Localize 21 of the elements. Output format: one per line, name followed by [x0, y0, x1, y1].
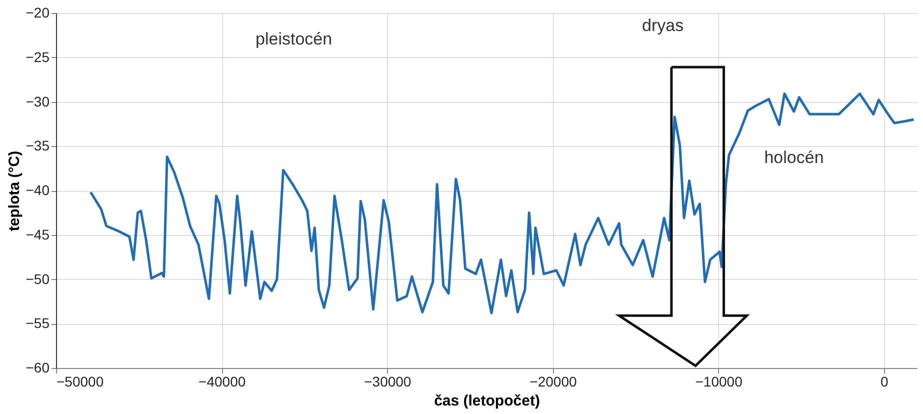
y-tick-label: −55 [26, 315, 50, 332]
x-axis-title: čas (letopočet) [434, 392, 540, 410]
x-tick-label: −50000 [56, 374, 104, 390]
y-tick-label: −30 [26, 93, 50, 110]
y-tick-label: −25 [26, 48, 50, 65]
annotation: holocén [764, 148, 824, 168]
annotation: pleistocén [256, 29, 332, 48]
x-tick-label: 0 [880, 374, 888, 390]
y-axis-title: teplota (°C) [6, 150, 23, 232]
y-tick-label: −35 [26, 138, 50, 154]
y-tick-label: −45 [26, 226, 50, 242]
line-series [89, 92, 915, 314]
y-tick-label: −50 [26, 270, 50, 287]
x-tick-label: −30000 [364, 374, 412, 390]
x-tick-label: −10000 [695, 374, 743, 390]
y-tick-label: −60 [26, 360, 50, 376]
annotation: dryas [642, 16, 684, 36]
x-tick-label: −20000 [530, 374, 577, 390]
y-tick-label: −40 [26, 182, 50, 198]
x-tick-label: −40000 [198, 374, 246, 390]
y-tick-label: −20 [26, 4, 50, 20]
